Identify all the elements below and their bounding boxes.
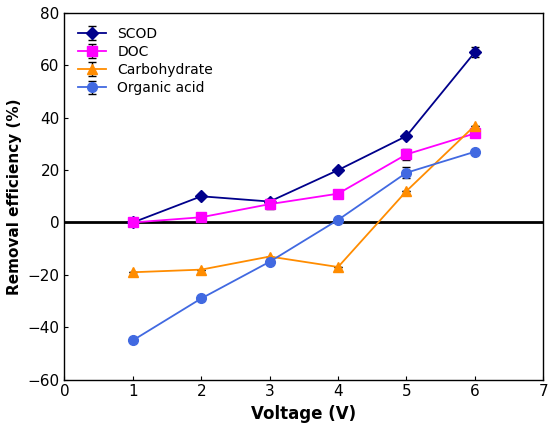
Legend: SCOD, DOC, Carbohydrate, Organic acid: SCOD, DOC, Carbohydrate, Organic acid (72, 20, 220, 102)
X-axis label: Voltage (V): Voltage (V) (251, 405, 356, 423)
Y-axis label: Removal efficiency (%): Removal efficiency (%) (7, 98, 22, 295)
